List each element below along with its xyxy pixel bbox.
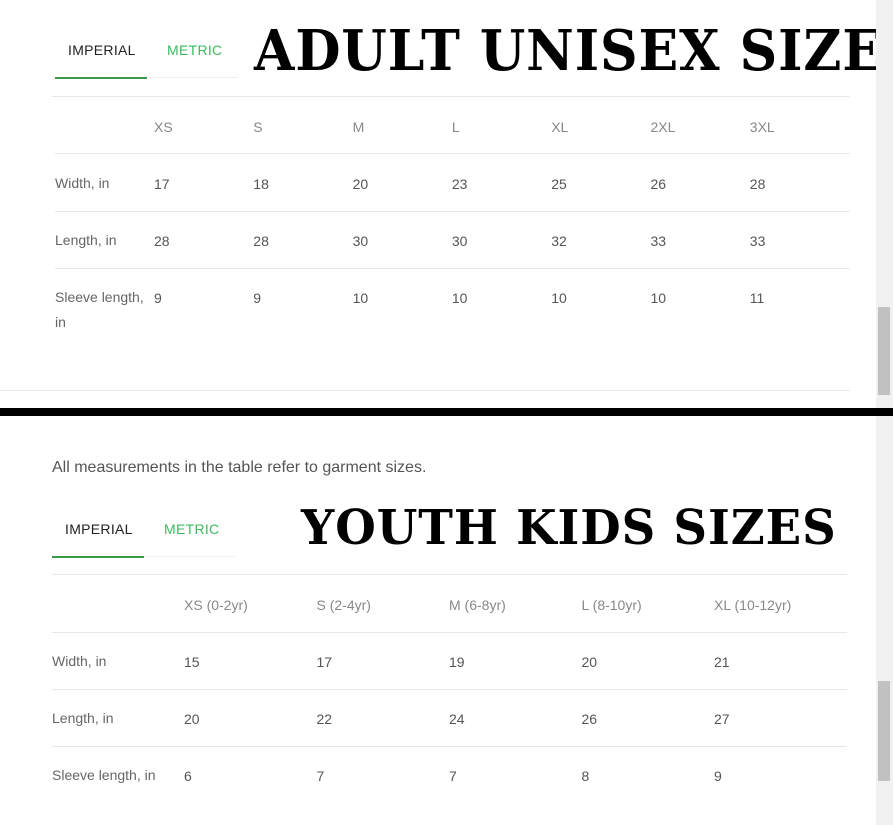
tab-metric[interactable]: METRIC [164,521,220,537]
active-tab-indicator [52,556,144,558]
row-label: Width, in [52,653,107,669]
column-header: XS (0-2yr) [184,597,248,613]
column-header: L (8-10yr) [581,597,642,613]
column-header: L [451,119,460,135]
active-tab-indicator [55,77,147,79]
table-cell: 26 [581,711,598,727]
divider [0,390,850,391]
row-label: Sleeve length, in [55,289,144,330]
divider [52,574,847,575]
table-cell: 10 [551,290,567,306]
column-header: XL [551,119,569,135]
table-cell: 22 [316,711,333,727]
table-cell: 20 [184,711,200,727]
column-header: 2XL [650,119,676,135]
youth-title: YOUTH KIDS SIZES [301,500,837,556]
table-cell: 15 [184,654,200,670]
table-cell: 26 [650,176,667,192]
table-cell: 11 [749,290,765,306]
table-cell: 18 [253,176,269,192]
separator-bar [0,408,893,416]
table-cell: 8 [581,768,590,784]
row-divider [52,689,847,690]
scrollbar-thumb[interactable] [878,307,890,395]
table-cell: 17 [154,176,170,192]
divider [52,96,850,97]
column-header: XL (10-12yr) [714,597,792,613]
row-divider [55,268,850,269]
table-cell: 10 [451,290,468,306]
table-cell: 9 [253,290,262,306]
table-cell: 24 [449,711,465,727]
table-cell: 21 [714,654,730,670]
adult-title: ADULT UNISEX SIZES [254,18,893,84]
table-cell: 30 [352,233,369,249]
row-label: Sleeve length, in [52,767,156,783]
table-cell: 6 [184,768,192,784]
table-cell: 23 [451,176,468,192]
table-cell: 32 [551,233,567,249]
row-label: Length, in [52,710,114,726]
table-cell: 10 [352,290,369,306]
table-cell: 28 [154,233,170,249]
table-cell: 17 [316,654,333,670]
table-cell: 9 [154,290,162,306]
row-label: Length, in [55,232,117,248]
table-cell: 33 [650,233,667,249]
scrollbar[interactable] [876,416,893,825]
row-divider [55,153,850,154]
table-cell: 20 [352,176,369,192]
table-cell: 10 [650,290,667,306]
column-header: M (6-8yr) [449,597,506,613]
column-header: S (2-4yr) [316,597,371,613]
table-cell: 30 [451,233,468,249]
tab-metric[interactable]: METRIC [167,42,223,58]
table-cell: 28 [253,233,269,249]
scrollbar[interactable] [876,0,893,408]
measurement-note: All measurements in the table refer to g… [52,459,427,476]
column-header: 3XL [749,119,775,135]
table-cell: 33 [749,233,766,249]
table-cell: 19 [449,654,465,670]
table-cell: 9 [714,768,722,784]
column-header: S [253,119,263,135]
column-header: XS [154,119,173,135]
row-divider [52,746,847,747]
table-cell: 7 [316,768,325,784]
table-cell: 7 [449,768,457,784]
row-label: Width, in [55,175,110,191]
row-divider [52,632,847,633]
table-cell: 27 [714,711,730,727]
table-cell: 20 [581,654,598,670]
column-header: M [352,119,365,135]
row-divider [55,211,850,212]
tab-imperial[interactable]: IMPERIAL [65,521,133,537]
table-cell: 25 [551,176,567,192]
scrollbar-thumb[interactable] [878,681,890,781]
tab-imperial[interactable]: IMPERIAL [68,42,136,58]
table-cell: 28 [749,176,766,192]
